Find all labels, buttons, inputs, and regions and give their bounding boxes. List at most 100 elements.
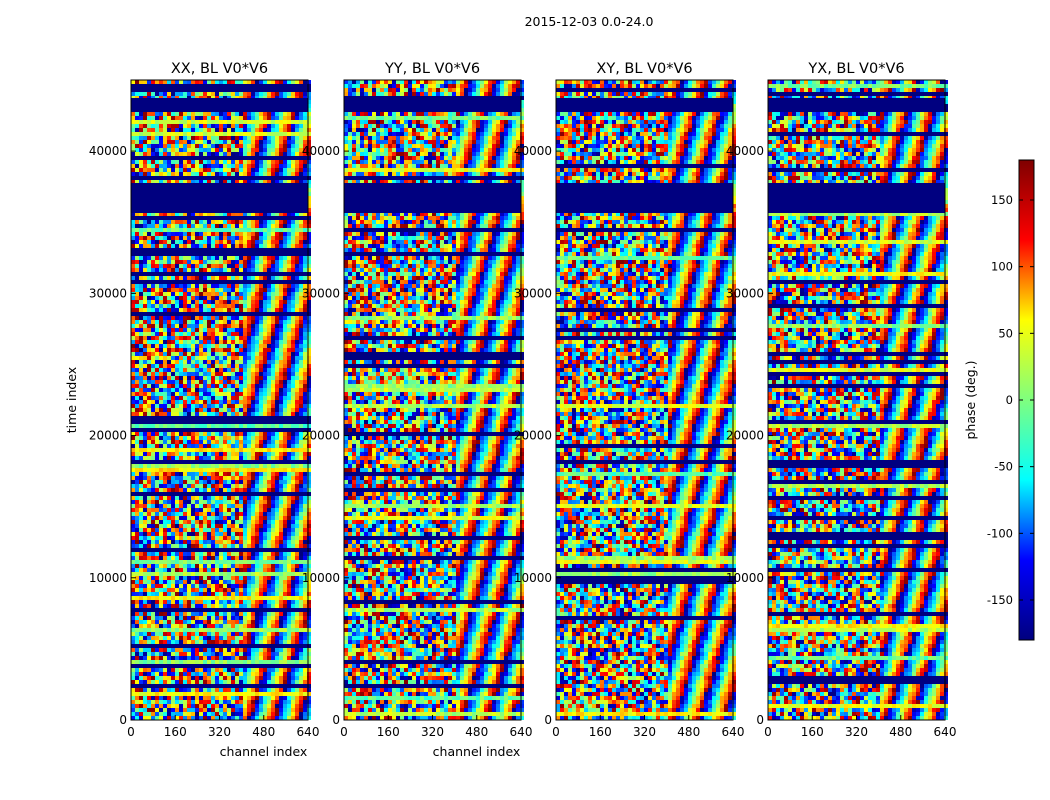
phase-cell xyxy=(255,344,259,348)
phase-cell xyxy=(227,384,231,388)
phase-cell xyxy=(207,136,211,140)
phase-cell xyxy=(271,120,275,124)
phase-cell xyxy=(139,328,143,332)
phase-cell xyxy=(207,408,211,412)
phase-cell xyxy=(227,340,231,344)
phase-cell xyxy=(131,124,135,128)
phase-cell xyxy=(279,240,283,244)
phase-cell xyxy=(247,296,251,300)
phase-cell xyxy=(155,452,159,456)
phase-cell xyxy=(195,412,199,416)
phase-cell xyxy=(155,508,159,512)
phase-cell xyxy=(163,240,167,244)
phase-cell xyxy=(211,480,215,484)
phase-cell xyxy=(303,168,307,172)
phase-cell xyxy=(163,128,167,132)
phase-cell xyxy=(291,504,295,508)
phase-cell xyxy=(151,332,155,336)
phase-cell xyxy=(147,284,151,288)
phase-cell xyxy=(271,424,275,428)
phase-cell xyxy=(287,120,291,124)
phase-cell xyxy=(155,332,159,336)
phase-cell xyxy=(227,232,231,236)
phase-cell xyxy=(227,280,231,284)
phase-cell xyxy=(239,332,243,336)
phase-cell xyxy=(303,148,307,152)
phase-cell xyxy=(279,300,283,304)
phase-cell xyxy=(151,276,155,280)
phase-cell xyxy=(139,260,143,264)
phase-cell xyxy=(247,280,251,284)
phase-cell xyxy=(135,472,139,476)
phase-cell xyxy=(271,320,275,324)
phase-cell xyxy=(155,432,159,436)
phase-cell xyxy=(199,432,203,436)
phase-cell xyxy=(227,436,231,440)
phase-cell xyxy=(219,116,223,120)
phase-cell xyxy=(159,516,163,520)
phase-cell xyxy=(167,336,171,340)
phase-cell xyxy=(263,164,267,168)
phase-cell xyxy=(271,372,275,376)
phase-cell xyxy=(243,368,247,372)
phase-cell xyxy=(227,140,231,144)
phase-cell xyxy=(211,124,215,128)
phase-cell xyxy=(147,432,151,436)
phase-cell xyxy=(175,324,179,328)
phase-cell xyxy=(255,396,259,400)
phase-cell xyxy=(239,504,243,508)
phase-cell xyxy=(151,84,155,88)
phase-cell xyxy=(171,216,175,220)
phase-cell xyxy=(199,164,203,168)
phase-cell xyxy=(179,380,183,384)
phase-cell xyxy=(239,128,243,132)
phase-cell xyxy=(219,236,223,240)
phase-cell xyxy=(151,356,155,360)
phase-cell xyxy=(199,176,203,180)
phase-cell xyxy=(151,460,155,464)
phase-cell xyxy=(131,260,135,264)
phase-cell xyxy=(147,376,151,380)
phase-cell xyxy=(255,376,259,380)
phase-cell xyxy=(287,136,291,140)
phase-cell xyxy=(219,404,223,408)
phase-cell xyxy=(247,392,251,396)
phase-cell xyxy=(199,132,203,136)
phase-cell xyxy=(263,420,267,424)
phase-cell xyxy=(131,448,135,452)
phase-cell xyxy=(179,252,183,256)
phase-cell xyxy=(211,356,215,360)
phase-cell xyxy=(295,452,299,456)
phase-cell xyxy=(199,300,203,304)
phase-cell xyxy=(175,376,179,380)
phase-cell xyxy=(239,116,243,120)
phase-cell xyxy=(291,244,295,248)
phase-cell xyxy=(239,392,243,396)
phase-cell xyxy=(287,316,291,320)
phase-cell xyxy=(263,400,267,404)
phase-cell xyxy=(303,156,307,160)
phase-cell xyxy=(231,504,235,508)
phase-cell xyxy=(191,144,195,148)
phase-cell xyxy=(147,132,151,136)
phase-cell xyxy=(287,244,291,248)
phase-cell xyxy=(239,520,243,524)
phase-cell xyxy=(167,452,171,456)
phase-cell xyxy=(171,312,175,316)
phase-cell xyxy=(235,164,239,168)
phase-cell xyxy=(291,248,295,252)
phase-cell xyxy=(275,468,279,472)
phase-cell xyxy=(151,140,155,144)
phase-cell xyxy=(215,260,219,264)
phase-cell xyxy=(171,172,175,176)
phase-cell xyxy=(283,216,287,220)
phase-cell xyxy=(255,324,259,328)
phase-cell xyxy=(207,244,211,248)
phase-cell xyxy=(251,344,255,348)
phase-cell xyxy=(131,492,135,496)
phase-cell xyxy=(195,408,199,412)
phase-cell xyxy=(275,144,279,148)
phase-cell xyxy=(183,304,187,308)
phase-cell xyxy=(179,148,183,152)
phase-cell xyxy=(279,488,283,492)
